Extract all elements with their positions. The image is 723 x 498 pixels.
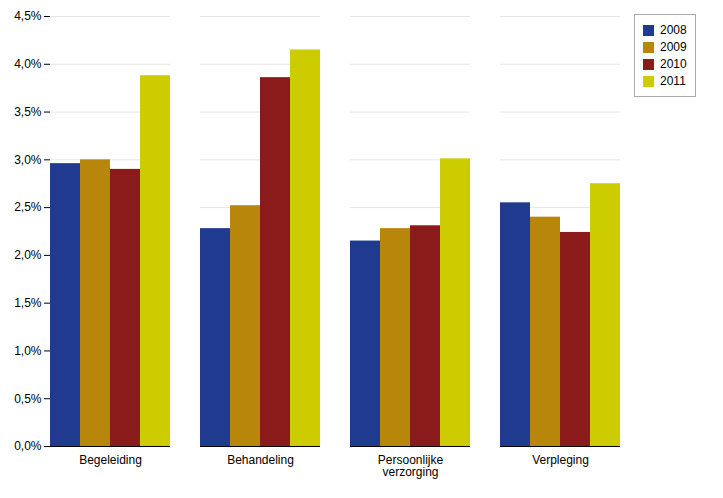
svg-text:3,5%: 3,5%	[14, 105, 42, 119]
html-text:2009: 2009	[660, 40, 687, 54]
svg-text:1,5%: 1,5%	[14, 296, 42, 310]
svg-text:2,0%: 2,0%	[14, 248, 42, 262]
svg-text:0,0%: 0,0%	[14, 439, 42, 453]
svg-text:4,0%: 4,0%	[14, 57, 42, 71]
svg-text:0,5%: 0,5%	[14, 392, 42, 406]
html-text:2011: 2011	[660, 74, 686, 88]
svg-text:1,0%: 1,0%	[14, 344, 42, 358]
svg-text:Begeleiding: Begeleiding	[79, 453, 142, 467]
html-text:2010: 2010	[660, 57, 687, 71]
svg-text:4,5%: 4,5%	[14, 9, 42, 23]
svg-text:Behandeling: Behandeling	[227, 453, 294, 467]
svg-text:Persoonlijkeverzorging: Persoonlijkeverzorging	[378, 453, 444, 479]
svg-text:Verpleging: Verpleging	[532, 453, 589, 467]
svg-text:3,0%: 3,0%	[14, 153, 42, 167]
html-text:2008: 2008	[660, 23, 687, 37]
svg-text:2,5%: 2,5%	[14, 200, 42, 214]
